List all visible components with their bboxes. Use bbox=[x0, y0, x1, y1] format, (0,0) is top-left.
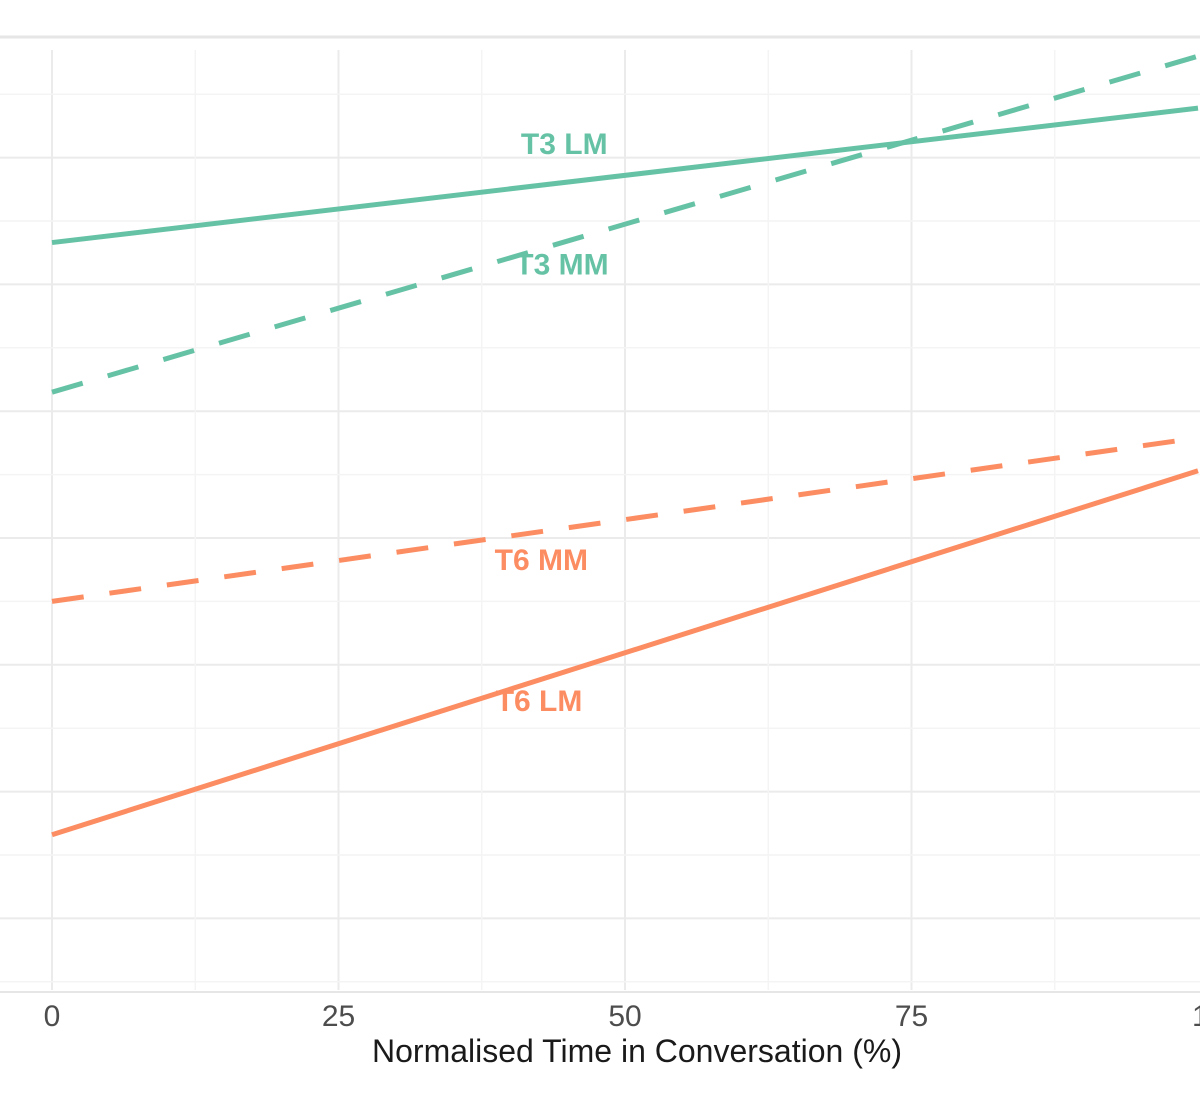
series-label: T6 LM bbox=[496, 685, 583, 718]
x-tick-label: 50 bbox=[608, 1000, 641, 1033]
series-line-t3-mm bbox=[51, 53, 1199, 395]
x-tick-label: 1 bbox=[1192, 1000, 1200, 1033]
series-layer bbox=[51, 53, 1199, 838]
series-label-layer: T3 LM T3 MM T6 MM T6 LM bbox=[495, 128, 609, 718]
x-axis-title: Normalised Time in Conversation (%) bbox=[372, 1033, 902, 1069]
series-label: T6 MM bbox=[495, 544, 588, 577]
major-gridlines bbox=[0, 50, 1200, 990]
x-tick-label: 0 bbox=[44, 1000, 61, 1033]
series-label: T3 MM bbox=[515, 249, 608, 282]
x-tick-labels: 0 25 50 75 1 bbox=[44, 1000, 1200, 1033]
minor-gridlines bbox=[0, 50, 1200, 990]
x-tick-label: 75 bbox=[895, 1000, 928, 1033]
series-line-t3-lm bbox=[51, 105, 1199, 246]
x-tick-label: 25 bbox=[322, 1000, 355, 1033]
series-line-t6-lm bbox=[51, 468, 1199, 838]
series-line-t6-mm bbox=[51, 435, 1199, 604]
series-label: T3 LM bbox=[521, 128, 608, 161]
